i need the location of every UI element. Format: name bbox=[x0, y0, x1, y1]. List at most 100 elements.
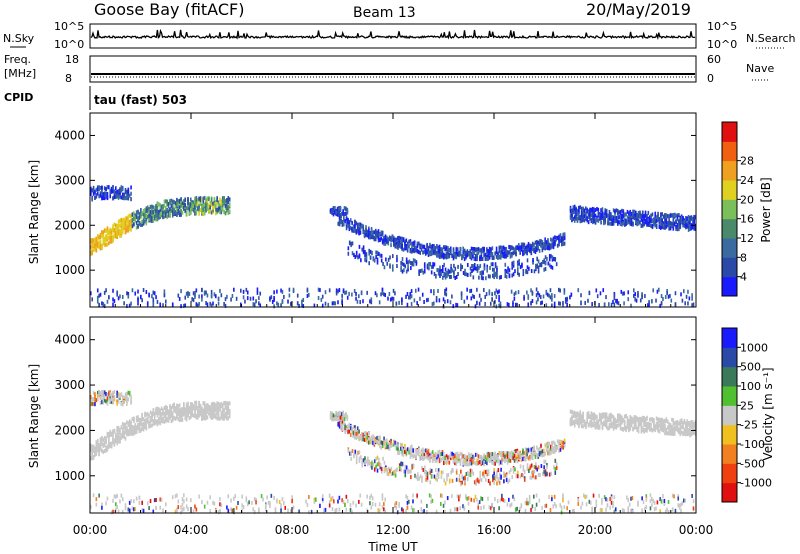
power-cell bbox=[621, 208, 623, 213]
power-cell bbox=[489, 274, 491, 279]
velocity-cell bbox=[171, 418, 174, 423]
power-cell bbox=[281, 299, 284, 304]
power-cell bbox=[637, 219, 640, 224]
power-cell bbox=[480, 270, 483, 275]
power-cell bbox=[488, 246, 491, 251]
velocity-cell bbox=[440, 475, 443, 480]
power-cell bbox=[226, 198, 228, 203]
power-cell bbox=[452, 248, 455, 253]
velocity-cell bbox=[400, 461, 402, 466]
power-cell bbox=[522, 242, 524, 247]
power-cell bbox=[358, 231, 360, 236]
power-cell bbox=[625, 212, 627, 217]
power-cell bbox=[676, 217, 679, 222]
power-cell bbox=[99, 232, 102, 237]
velocity-cell bbox=[461, 452, 463, 457]
velocity-cell bbox=[475, 481, 477, 486]
velocity-cell bbox=[183, 412, 185, 417]
velocity-cell bbox=[148, 421, 150, 426]
power-colorbar-label: Power [dB] bbox=[759, 177, 773, 242]
power-cell bbox=[370, 231, 373, 236]
power-cell bbox=[443, 272, 445, 277]
power-cell bbox=[633, 215, 636, 220]
velocity-cell bbox=[444, 456, 446, 461]
noise-left-tick-top: 10^5 bbox=[54, 20, 84, 33]
power-cell bbox=[455, 255, 458, 260]
power-cell bbox=[501, 250, 503, 255]
power-cell bbox=[212, 208, 214, 213]
velocity-cell bbox=[101, 436, 103, 441]
velocity-cell bbox=[423, 452, 426, 457]
velocity-cell bbox=[420, 450, 423, 455]
power-cell bbox=[319, 288, 321, 293]
power-cell bbox=[430, 249, 433, 254]
power-cell bbox=[208, 204, 210, 209]
velocity-cell bbox=[146, 411, 149, 416]
power-cell bbox=[224, 303, 227, 308]
velocity-cell bbox=[381, 441, 384, 446]
power-cell bbox=[217, 206, 220, 211]
power-cell bbox=[676, 222, 679, 227]
power-cell bbox=[444, 247, 446, 252]
power-cell bbox=[401, 245, 403, 250]
power-cell bbox=[442, 252, 445, 257]
power-cell bbox=[201, 297, 203, 302]
velocity-cell bbox=[419, 474, 422, 479]
power-colorbar-tick-label: 24 bbox=[740, 174, 754, 187]
power-cell bbox=[531, 247, 534, 252]
power-cell bbox=[622, 214, 625, 219]
velocity-cell bbox=[576, 418, 579, 423]
velocity-cell bbox=[612, 421, 615, 426]
power-cell bbox=[210, 289, 213, 294]
power-cell bbox=[431, 302, 434, 307]
power-cell bbox=[242, 295, 245, 300]
power-cell bbox=[224, 211, 227, 216]
velocity-cell bbox=[578, 418, 580, 423]
velocity-cell bbox=[184, 407, 187, 412]
power-cell bbox=[354, 255, 357, 260]
velocity-cell bbox=[462, 459, 465, 464]
power-cell bbox=[189, 197, 192, 202]
power-cell bbox=[106, 230, 109, 235]
power-cell bbox=[666, 221, 669, 226]
power-cell bbox=[617, 301, 620, 306]
velocity-cell bbox=[121, 422, 124, 427]
power-cell bbox=[444, 288, 446, 293]
power-cell bbox=[510, 289, 513, 294]
velocity-cell bbox=[575, 411, 577, 416]
velocity-cell bbox=[499, 460, 502, 465]
velocity-cell bbox=[202, 416, 205, 421]
velocity-cell bbox=[590, 415, 593, 420]
power-cell bbox=[626, 220, 629, 225]
velocity-cell bbox=[497, 477, 500, 482]
power-cell bbox=[133, 217, 135, 222]
power-cell bbox=[559, 234, 562, 239]
velocity-cell bbox=[144, 418, 146, 423]
power-cell bbox=[368, 251, 370, 256]
power-cell bbox=[406, 291, 409, 296]
velocity-cell bbox=[123, 422, 125, 427]
power-cell bbox=[90, 251, 92, 256]
velocity-cell bbox=[504, 454, 506, 459]
power-cell bbox=[221, 203, 224, 208]
power-cell bbox=[572, 208, 575, 213]
power-cell bbox=[276, 289, 278, 294]
power-cell bbox=[646, 303, 649, 308]
power-cell bbox=[534, 240, 537, 245]
power-cell bbox=[553, 304, 556, 309]
power-cell bbox=[637, 210, 640, 215]
power-cell bbox=[347, 246, 350, 251]
power-cell bbox=[321, 303, 324, 308]
power-cell bbox=[664, 294, 667, 299]
power-cell bbox=[522, 272, 525, 277]
velocity-cell bbox=[587, 422, 590, 427]
power-cell bbox=[235, 296, 238, 301]
velocity-cell bbox=[210, 406, 213, 411]
velocity-cell bbox=[151, 413, 153, 418]
velocity-cell bbox=[91, 453, 93, 458]
power-cell bbox=[632, 221, 634, 226]
power-cell bbox=[511, 265, 514, 270]
velocity-cell bbox=[519, 452, 521, 457]
power-cell bbox=[680, 220, 683, 225]
power-cell bbox=[647, 219, 650, 224]
